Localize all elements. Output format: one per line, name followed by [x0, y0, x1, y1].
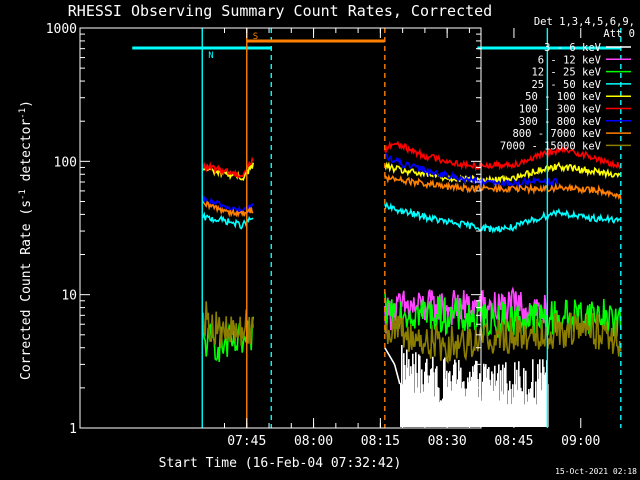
- plot-area: NS: [132, 28, 622, 428]
- series-trace: [384, 345, 549, 427]
- series-trace: [202, 195, 254, 215]
- series-3-6-kev: [384, 345, 549, 427]
- legend-entry-label: 12 - 25 keV: [531, 67, 601, 79]
- legend-entry-label: 100 - 300 keV: [519, 104, 602, 116]
- legend-entry-label: 300 - 800 keV: [519, 116, 602, 128]
- series-25-50-kev: [201, 201, 622, 234]
- x-tick-label: 09:00: [561, 434, 600, 449]
- series-trace: [384, 286, 548, 334]
- x-tick-label: 08:45: [494, 434, 533, 449]
- y-tick-label: 1: [69, 422, 77, 437]
- series-trace: [201, 211, 254, 230]
- legend-title: Att 0: [603, 28, 635, 40]
- series-trace: [384, 201, 622, 234]
- y-axis-label: Corrected Count Rate (s-1 detector-1): [18, 100, 34, 380]
- series-trace: [384, 312, 622, 365]
- plot-frame: [79, 27, 482, 429]
- series-trace: [384, 151, 559, 189]
- series-300-800-kev: [202, 151, 559, 215]
- night-interval: [477, 28, 622, 428]
- legend-entry-label: 25 - 50 keV: [531, 79, 601, 91]
- series-trace: [384, 140, 622, 172]
- night-interval: N: [132, 28, 272, 428]
- series-trace: [384, 173, 622, 201]
- x-tick-label: 07:45: [227, 434, 266, 449]
- series-trace: [201, 200, 254, 218]
- series-trace: [384, 161, 622, 186]
- axes: 1 10 100 1000 07:45 08:00 08:15 08:30 08:45 09:00: [46, 22, 601, 449]
- legend-entry-label: 7000 - 15000 keV: [500, 140, 602, 152]
- series-trace: [201, 316, 254, 363]
- saa-interval: S: [246, 28, 386, 428]
- series-trace: [201, 156, 254, 179]
- legend-entry-label: 50 - 100 keV: [525, 91, 602, 103]
- x-tick-label: 08:15: [361, 434, 400, 449]
- series-7000-15000-kev: [201, 301, 622, 365]
- x-axis-label: Start Time (16-Feb-04 07:32:42): [159, 456, 402, 471]
- y-tick-label: 100: [54, 155, 77, 170]
- legend-entry-label: 6 - 12 keV: [538, 54, 602, 66]
- night-label: N: [208, 51, 213, 61]
- series-12-25-kev: [201, 291, 622, 363]
- series-800-7000-kev: [201, 173, 622, 218]
- series-trace: [384, 291, 622, 339]
- chart-title: RHESSI Observing Summary Count Rates, Co…: [68, 2, 492, 20]
- timestamp: 15-Oct-2021 02:18: [555, 467, 637, 476]
- x-tick-label: 08:00: [294, 434, 333, 449]
- saa-label: S: [253, 32, 258, 42]
- legend-title: Det 1,3,4,5,6,9,: [534, 16, 635, 28]
- legend-entry-label: 800 - 7000 keV: [512, 128, 601, 140]
- series-100-300-kev: [201, 140, 622, 179]
- y-tick-label: 1000: [46, 22, 77, 37]
- series-6-12-kev: [384, 286, 548, 334]
- series-trace: [201, 301, 254, 349]
- y-tick-label: 10: [61, 289, 77, 304]
- x-tick-label: 08:30: [428, 434, 467, 449]
- legend-entry-label: 3 - 6 keV: [544, 42, 602, 54]
